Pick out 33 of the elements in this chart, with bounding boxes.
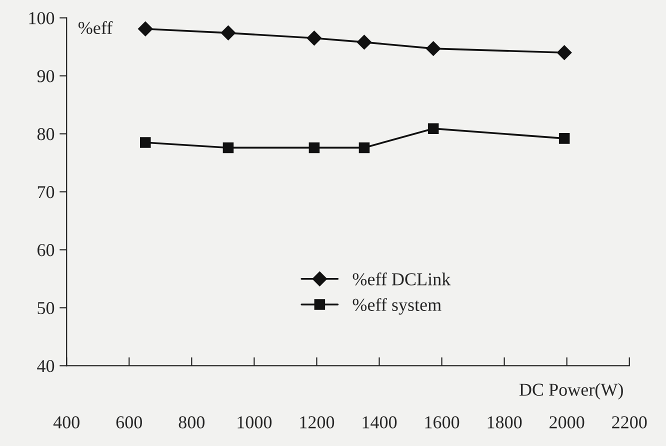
y-tick-label: 90 — [37, 70, 54, 82]
point — [428, 123, 439, 134]
x-tick-label: 2200 — [612, 416, 647, 428]
y-tick-label: 80 — [37, 128, 54, 140]
point — [358, 142, 370, 154]
y-tick-label: 50 — [38, 302, 54, 314]
y-tick-label: 40 — [37, 360, 54, 372]
x-tick-label: 1600 — [425, 416, 460, 428]
point — [222, 142, 234, 154]
point — [138, 21, 153, 36]
y-tick-label: 70 — [38, 186, 54, 198]
point — [306, 30, 322, 46]
x-tick-label: 400 — [53, 416, 80, 428]
point — [356, 34, 372, 50]
y-tick-label: 100 — [29, 12, 54, 24]
point — [426, 41, 441, 56]
point — [556, 45, 572, 60]
legend-label: %eff DCLink — [352, 272, 451, 286]
point — [220, 26, 236, 40]
x-tick-label: 1000 — [238, 416, 272, 428]
point — [140, 137, 151, 148]
x-tick-label: 600 — [116, 416, 142, 428]
x-tick-label: 1400 — [362, 416, 397, 428]
x-tick-label: 1200 — [300, 416, 334, 428]
x-axis-title: DC Power(W) — [519, 383, 623, 400]
point — [558, 133, 570, 144]
x-tick-label: 1800 — [488, 416, 522, 428]
point — [308, 142, 320, 154]
y-axis-title: %eff — [78, 21, 113, 34]
legend-label: %eff system — [352, 298, 442, 315]
y-tick-label: 60 — [38, 244, 54, 256]
x-tick-label: 800 — [178, 416, 205, 428]
x-tick-label: 2000 — [550, 416, 584, 428]
